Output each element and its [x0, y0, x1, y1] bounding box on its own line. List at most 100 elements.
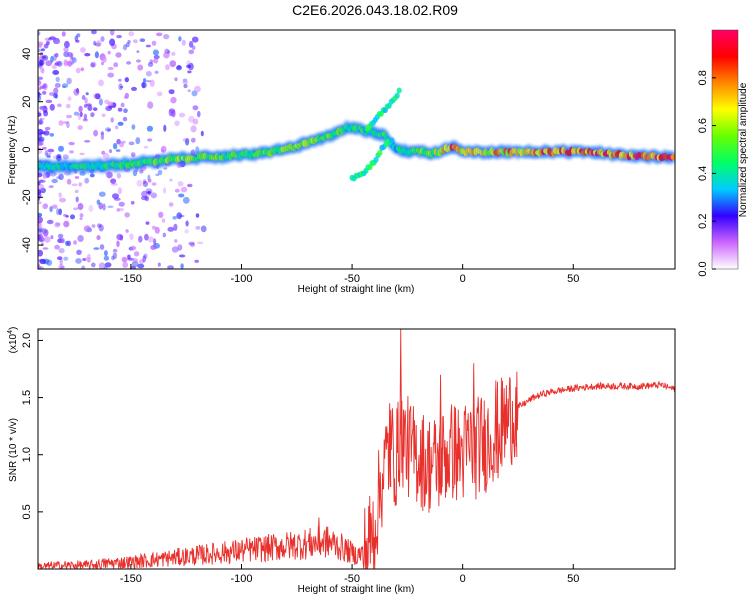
noise-speckle	[49, 206, 53, 213]
snr-scale-label: (x104)	[7, 327, 19, 354]
noise-speckle	[113, 197, 121, 201]
noise-speckle	[43, 130, 50, 136]
noise-speckle	[100, 36, 105, 42]
noise-speckle	[63, 214, 68, 217]
noise-speckle	[116, 34, 122, 39]
noise-speckle	[78, 105, 83, 113]
noise-speckle	[84, 177, 90, 184]
noise-speckle	[96, 235, 101, 241]
noise-speckle	[127, 254, 131, 259]
noise-speckle	[131, 261, 139, 268]
noise-speckle	[38, 95, 42, 102]
snr-spike	[317, 517, 321, 551]
noise-speckle	[123, 108, 128, 114]
snr-x-tick-label: -50	[344, 573, 360, 585]
snr-spike	[438, 374, 443, 494]
noise-speckle	[92, 107, 98, 111]
noise-speckle	[60, 265, 65, 269]
noise-speckle	[89, 173, 95, 178]
snr-x-tick-label: 0	[460, 573, 466, 585]
noise-speckle	[43, 43, 49, 49]
noise-speckle	[81, 265, 86, 269]
noise-speckle	[80, 47, 86, 53]
colorbar-gradient	[712, 30, 738, 269]
noise-speckle	[54, 52, 59, 58]
noise-speckle	[131, 124, 136, 130]
noise-speckle	[130, 200, 135, 205]
snr-x-tick-label: 50	[567, 573, 579, 585]
noise-speckle	[58, 120, 64, 126]
noise-speckle	[90, 61, 97, 68]
noise-speckle	[38, 216, 43, 224]
noise-speckle	[192, 118, 199, 125]
noise-speckle	[74, 176, 80, 179]
noise-speckle	[54, 83, 61, 88]
noise-speckle	[112, 142, 118, 150]
noise-speckle	[53, 87, 59, 95]
noise-speckle	[100, 131, 105, 136]
noise-speckle	[63, 47, 69, 52]
noise-speckle	[113, 62, 119, 68]
noise-speckle	[93, 93, 99, 99]
noise-speckle	[65, 240, 70, 246]
colorbar-tick-label: 0.0	[697, 261, 709, 276]
noise-speckle	[177, 244, 183, 251]
snr-spike	[494, 380, 498, 474]
noise-speckle	[157, 262, 161, 267]
noise-speckle	[151, 40, 157, 46]
noise-speckle	[145, 221, 150, 225]
noise-speckle	[79, 217, 83, 220]
noise-speckle	[58, 208, 62, 216]
chart-title: C2E6.2026.043.18.02.R09	[292, 2, 458, 18]
snr-marks	[38, 329, 675, 569]
noise-speckle	[75, 39, 80, 43]
noise-speckle	[54, 222, 61, 228]
noise-speckle	[139, 38, 146, 42]
noise-speckle	[116, 233, 124, 241]
noise-speckle	[195, 213, 200, 218]
noise-speckle	[116, 208, 120, 212]
noise-speckle	[188, 41, 194, 48]
noise-speckle	[39, 106, 46, 110]
noise-speckle	[38, 181, 41, 186]
noise-speckle	[38, 201, 42, 205]
snr-x-ticks: -150 -100 -50 0 50	[120, 564, 579, 585]
noise-speckle	[38, 197, 41, 201]
spectrogram-y-tick-label: 20	[21, 96, 33, 108]
noise-speckle	[147, 178, 152, 183]
noise-speckle	[174, 77, 178, 82]
noise-speckle	[64, 40, 70, 49]
noise-speckle	[50, 55, 54, 63]
noise-speckle	[158, 211, 164, 218]
noise-speckle	[109, 38, 116, 46]
noise-speckle	[108, 149, 113, 154]
noise-speckle	[42, 83, 47, 89]
noise-speckle	[38, 110, 42, 113]
noise-speckle	[58, 192, 62, 198]
noise-speckle	[67, 52, 73, 58]
snr-background	[38, 329, 675, 569]
noise-speckle	[170, 96, 177, 104]
noise-speckle	[176, 212, 182, 220]
noise-speckle	[186, 64, 192, 69]
noise-speckle	[42, 90, 47, 95]
noise-speckle	[157, 169, 163, 176]
noise-speckle	[55, 222, 61, 227]
noise-speckle	[109, 30, 115, 36]
noise-speckle	[190, 137, 196, 143]
noise-speckle	[178, 254, 186, 258]
noise-speckle	[179, 112, 186, 118]
noise-speckle	[180, 263, 184, 269]
colorbar-ticks: 0.0 0.2 0.4 0.6 0.8	[697, 70, 716, 277]
noise-speckle	[38, 80, 41, 84]
noise-speckle	[38, 93, 42, 99]
noise-speckle	[38, 234, 41, 240]
noise-speckle	[62, 121, 69, 124]
noise-speckle	[124, 77, 129, 83]
noise-speckle	[95, 40, 102, 48]
noise-speckle	[38, 112, 42, 117]
noise-speckle	[41, 55, 47, 59]
noise-speckle	[58, 248, 65, 254]
noise-speckle	[107, 128, 111, 132]
noise-speckle	[147, 236, 154, 243]
